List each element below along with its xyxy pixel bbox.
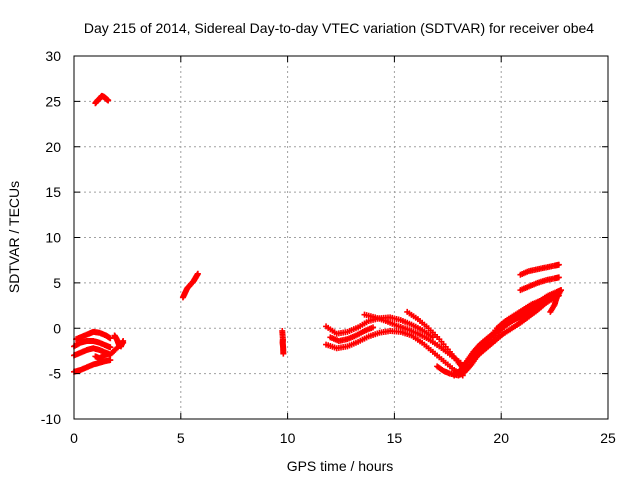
axis-ticks	[73, 55, 609, 420]
x-tick-label: 10	[280, 430, 296, 446]
x-tick-label: 0	[70, 430, 78, 446]
x-axis-label: GPS time / hours	[287, 458, 394, 474]
y-tick-label: -5	[49, 366, 62, 382]
x-tick-label: 15	[387, 430, 403, 446]
data-series	[179, 270, 201, 301]
data-series	[92, 92, 112, 107]
y-axis-label: SDTVAR / TECUs	[6, 181, 22, 293]
y-tick-label: 25	[45, 93, 61, 109]
data-point	[555, 261, 562, 268]
y-tick-label: 30	[45, 48, 61, 64]
data-series	[71, 337, 114, 351]
data-series	[92, 350, 112, 362]
y-tick-label: -10	[41, 411, 61, 427]
x-tick-labels: 0 5 10 15 20 25	[70, 430, 616, 446]
y-tick-labels: -10 -5 0 5 10 15 20 25 30	[41, 48, 61, 427]
grid	[74, 56, 608, 419]
y-tick-label: 20	[45, 139, 61, 155]
data-point	[105, 97, 112, 104]
x-tick-label: 25	[600, 430, 616, 446]
data-point	[194, 270, 201, 277]
data-point	[370, 324, 377, 331]
data-point	[107, 344, 114, 351]
data-series	[547, 287, 565, 315]
data-point	[525, 311, 532, 318]
data-point	[107, 335, 114, 342]
y-tick-label: 0	[53, 320, 61, 336]
data-series	[327, 324, 377, 344]
data-series	[517, 261, 562, 278]
data-series	[500, 311, 532, 326]
chart-title: Day 215 of 2014, Sidereal Day-to-day VTE…	[84, 20, 594, 36]
data-point	[105, 350, 112, 357]
data-point	[107, 357, 114, 364]
data-series	[279, 327, 287, 357]
data-point	[280, 350, 287, 357]
data-point	[545, 296, 552, 303]
y-tick-label: 5	[53, 275, 61, 291]
y-tick-label: 10	[45, 230, 61, 246]
data-point	[555, 274, 562, 281]
x-tick-label: 5	[177, 430, 185, 446]
data-series	[517, 274, 562, 294]
data-series	[111, 332, 127, 350]
x-tick-label: 20	[493, 430, 509, 446]
data-point	[558, 287, 565, 294]
data-point	[120, 337, 127, 344]
data-points	[71, 92, 565, 379]
y-tick-label: 15	[45, 184, 61, 200]
